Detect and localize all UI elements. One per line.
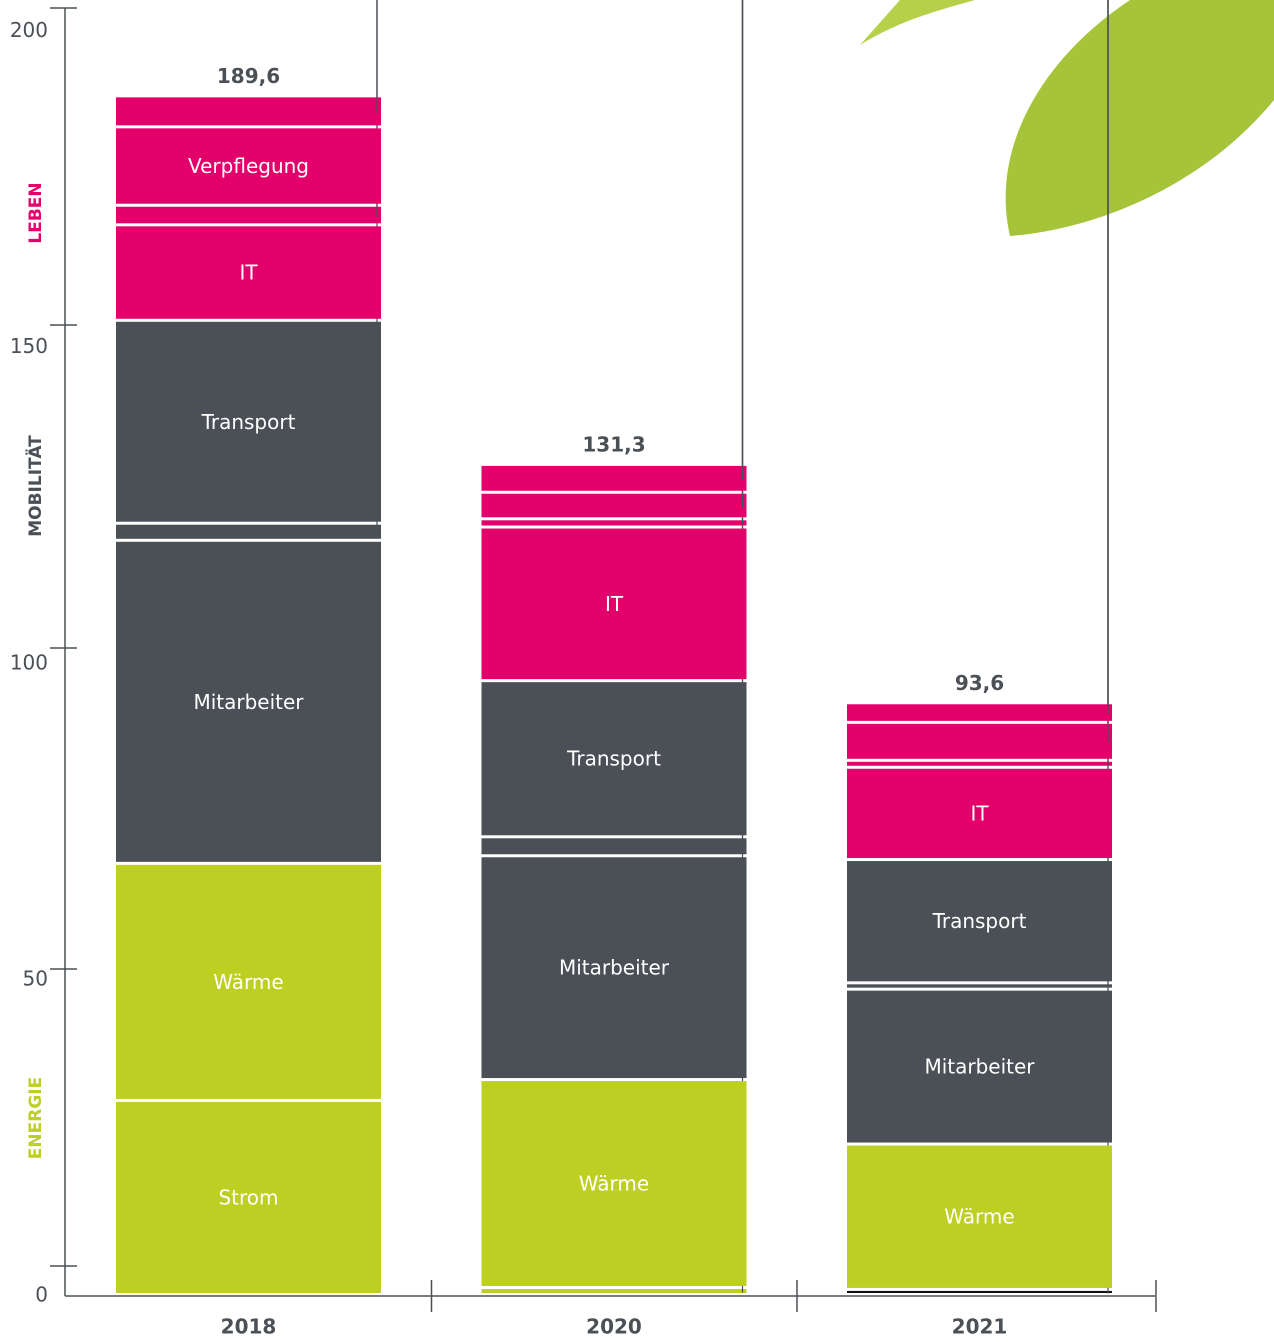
bar-segment (116, 864, 381, 1099)
bar-segment (481, 857, 747, 1079)
bar-segment (116, 97, 381, 126)
bar-segment (847, 990, 1112, 1143)
y-tick-label: 50 (23, 966, 48, 990)
group-label: LEBEN (26, 182, 46, 243)
group-label: ENERGIE (26, 1077, 46, 1159)
bar-segment (481, 520, 747, 526)
bar-segment (481, 1289, 747, 1293)
y-tick-label: 150 (10, 334, 48, 358)
bar-segment (481, 528, 747, 680)
group-label: MOBILITÄT (24, 435, 46, 537)
bar-segment (116, 1101, 381, 1293)
bar-segment (847, 761, 1112, 766)
bar-segment (847, 1290, 1112, 1293)
segment-label: IT (970, 801, 989, 825)
bar-segment (116, 524, 381, 539)
leaf-decoration (1005, 0, 1274, 236)
segment-label: Verpflegung (188, 154, 309, 178)
segment-label: Mitarbeiter (193, 690, 304, 714)
bar-segment (847, 723, 1112, 759)
segment-label: Mitarbeiter (924, 1055, 1035, 1079)
leader-line (743, 0, 763, 512)
bar-segment (116, 128, 381, 204)
x-tick-label: 2020 (586, 1315, 642, 1339)
x-tick-label: 2021 (952, 1315, 1008, 1339)
bar-segment (116, 206, 381, 224)
bar-segment (116, 541, 381, 862)
segment-label: Transport (566, 747, 661, 771)
segment-label: IT (239, 261, 258, 285)
segment-label: Strom (218, 1185, 278, 1209)
segment-label: Transport (932, 909, 1027, 933)
segment-label: Wärme (944, 1205, 1014, 1229)
bar-segment (481, 465, 747, 491)
bar-segment (847, 1145, 1112, 1288)
bar-segment (481, 1081, 747, 1287)
y-tick-label: 0 (35, 1283, 48, 1307)
y-tick-label: 100 (10, 650, 48, 674)
bar-segment (481, 682, 747, 836)
total-label: 93,6 (955, 671, 1004, 695)
x-tick-label: 2018 (221, 1315, 277, 1339)
leaf-decoration (860, 0, 975, 45)
segment-label: Wärme (213, 970, 283, 994)
total-label: 131,3 (582, 432, 645, 456)
segment-label: Wärme (579, 1172, 649, 1196)
y-tick-label: 200 (10, 18, 48, 42)
total-label: 189,6 (217, 64, 280, 88)
bar-segment (847, 768, 1112, 859)
bar-segment (481, 493, 747, 518)
bar-segment (481, 838, 747, 855)
bar-segment (847, 984, 1112, 988)
bar-segment (847, 704, 1112, 721)
segment-label: Mitarbeiter (559, 956, 670, 980)
bar-segment (847, 861, 1112, 982)
bar-segment (116, 226, 381, 319)
bar-segment (116, 321, 381, 522)
segment-label: Transport (201, 410, 296, 434)
segment-label: IT (605, 592, 624, 616)
